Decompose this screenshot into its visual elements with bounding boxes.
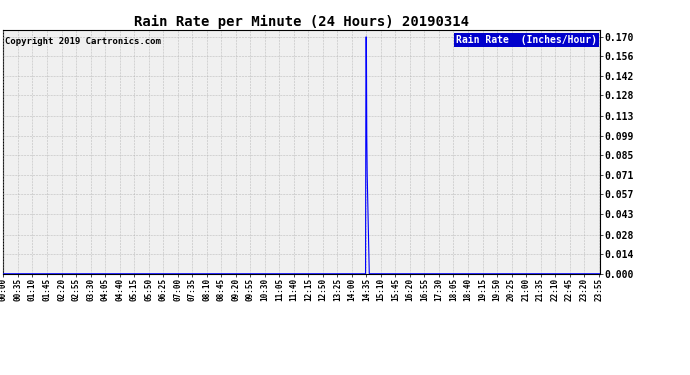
Text: Rain Rate  (Inches/Hour): Rain Rate (Inches/Hour)	[456, 35, 598, 45]
Text: Copyright 2019 Cartronics.com: Copyright 2019 Cartronics.com	[5, 38, 161, 46]
Title: Rain Rate per Minute (24 Hours) 20190314: Rain Rate per Minute (24 Hours) 20190314	[135, 15, 469, 29]
